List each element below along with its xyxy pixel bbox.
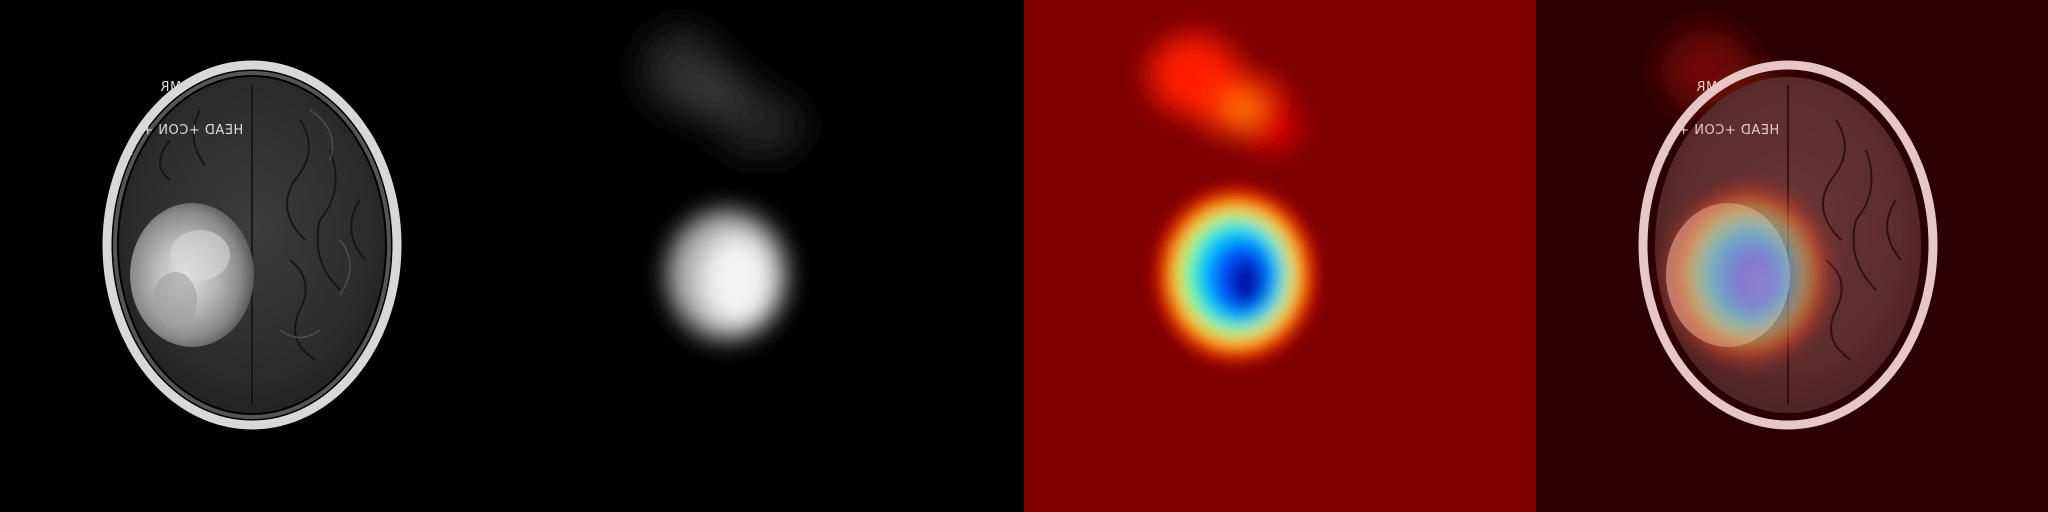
attention-map-image <box>512 0 1024 512</box>
overlay-image <box>1536 0 2048 512</box>
jet-heatmap-image <box>1024 0 1536 512</box>
mri-scan-panel: MR HEAD +CON +L A <box>0 0 512 512</box>
mri-label-head: HEAD +CON +L <box>134 123 244 138</box>
overlay-panel: MR HEAD +CON +L A <box>1536 0 2048 512</box>
mri-label-marker: A <box>126 148 133 158</box>
overlay-label-head: HEAD +CON +L <box>1670 123 1780 138</box>
attention-map-panel <box>512 0 1024 512</box>
overlay-label-marker: A <box>1662 148 1669 158</box>
mri-label-mr: MR <box>160 80 182 95</box>
overlay-label-mr: MR <box>1696 80 1718 95</box>
mri-brain-image <box>102 60 402 430</box>
jet-heatmap-panel <box>1024 0 1536 512</box>
